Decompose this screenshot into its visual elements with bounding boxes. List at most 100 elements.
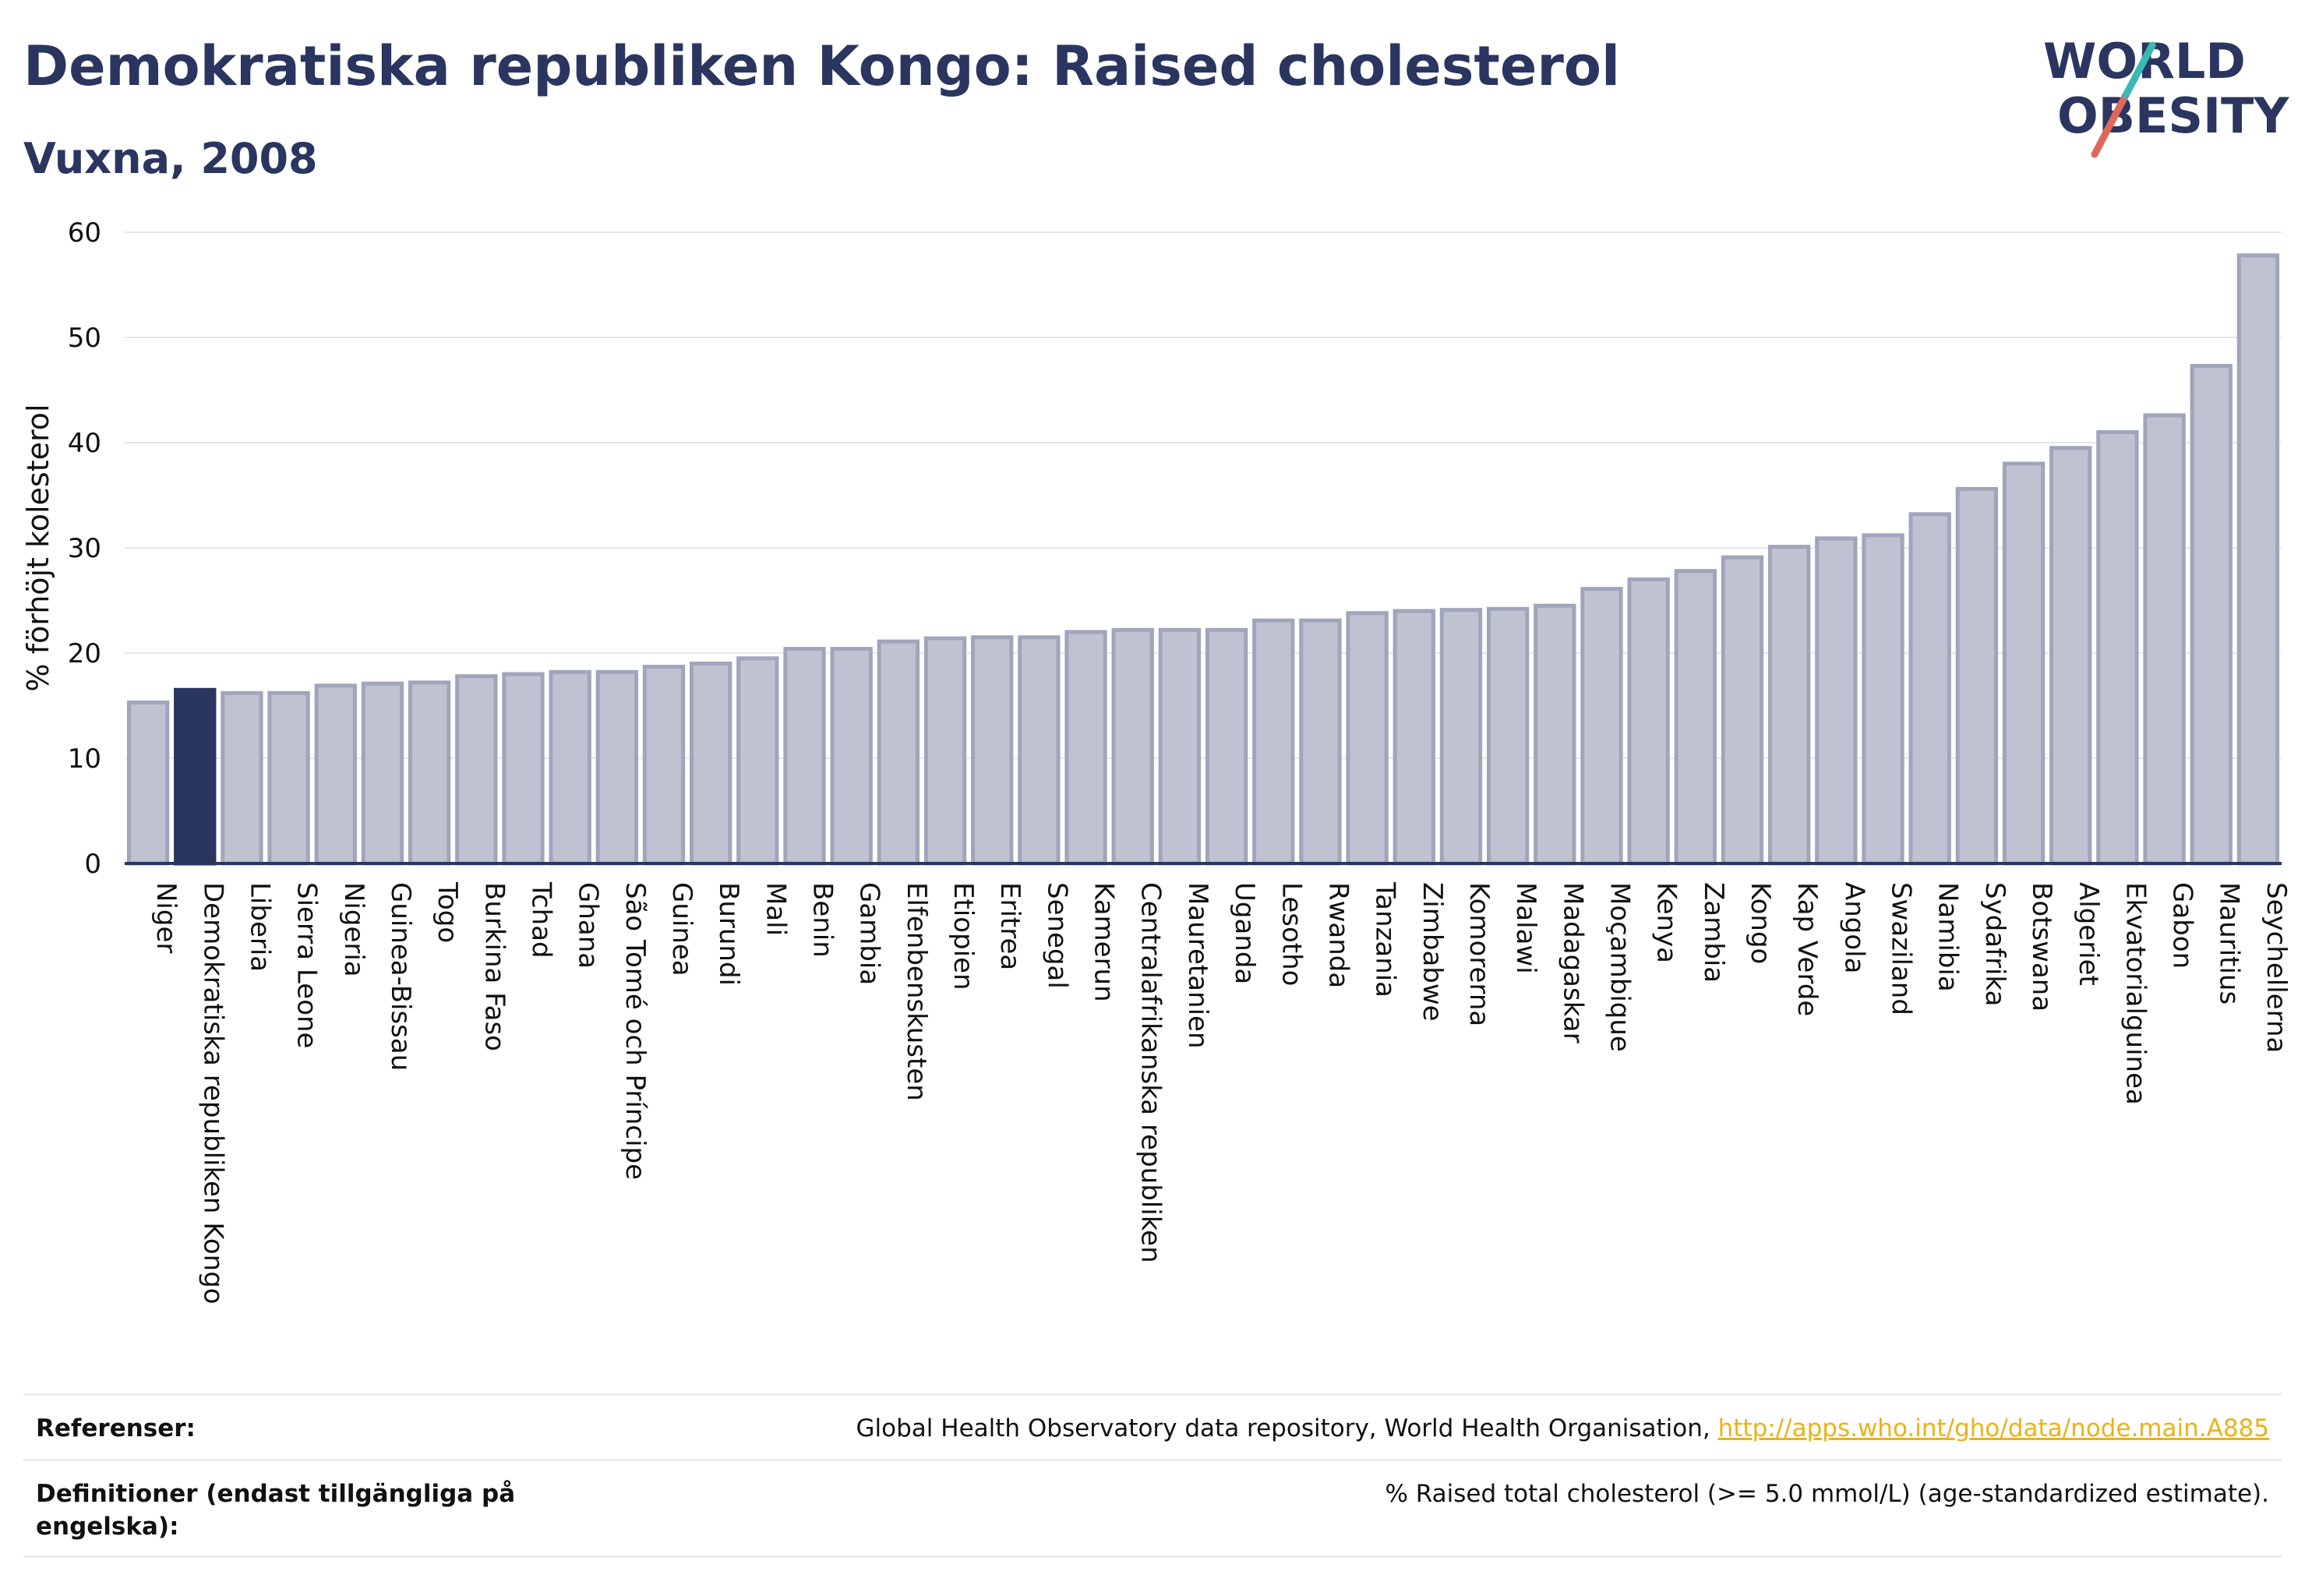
bar[interactable] [1064, 630, 1107, 866]
bar[interactable] [1627, 577, 1670, 866]
bar[interactable] [1908, 512, 1951, 866]
x-tick-label: Uganda [1229, 882, 1260, 984]
x-tick-label: Demokratiska republiken Kongo [197, 882, 228, 1305]
bar[interactable] [1439, 608, 1483, 866]
bar[interactable] [1862, 533, 1904, 866]
bar[interactable] [1346, 611, 1389, 866]
bar[interactable] [642, 665, 686, 866]
bar[interactable] [267, 690, 310, 866]
bar[interactable] [2096, 430, 2139, 866]
x-tick-label: Botswana [2026, 882, 2057, 1012]
x-tick-label: Tanzania [1370, 881, 1401, 998]
bar[interactable] [502, 672, 545, 866]
y-tick-label: 10 [68, 743, 101, 775]
x-tick-label: Burkina Faso [478, 882, 510, 1051]
bar[interactable] [2143, 413, 2186, 866]
chart-title: Demokratiska republiken Kongo: Raised ch… [23, 34, 1620, 98]
bar[interactable] [1534, 603, 1576, 866]
bar[interactable] [2002, 461, 2046, 866]
x-tick-label: Ghana [573, 882, 604, 969]
bar[interactable] [736, 656, 779, 866]
x-tick-label: Kamerun [1089, 882, 1120, 1002]
bar[interactable] [1674, 569, 1717, 866]
bar-highlighted[interactable] [174, 687, 217, 866]
bar[interactable] [2049, 446, 2092, 866]
bar[interactable] [2236, 253, 2280, 866]
y-tick-label: 0 [84, 849, 101, 880]
x-tick-label: Zimbabwe [1417, 882, 1448, 1022]
x-tick-label: Liberia [244, 882, 275, 972]
x-tick-label: Swaziland [1886, 882, 1917, 1015]
x-tick-label: Guinea-Bissau [385, 882, 416, 1071]
bar[interactable] [690, 662, 732, 866]
bar[interactable] [971, 635, 1014, 866]
bar[interactable] [1580, 587, 1623, 866]
bar[interactable] [1158, 627, 1202, 866]
definitions-label: Definitioner (endast tillgängliga på eng… [36, 1480, 516, 1541]
x-tick-label: Tchad [525, 881, 556, 959]
x-tick-label: Ekvatorialguinea [2120, 882, 2151, 1105]
bar[interactable] [361, 681, 404, 866]
y-tick-label: 60 [68, 217, 101, 249]
bar[interactable] [783, 647, 826, 866]
x-tick-label: Algeriet [2073, 882, 2104, 986]
y-tick-label: 20 [68, 638, 101, 669]
x-tick-label: Sydafrika [1979, 882, 2010, 1006]
x-tick-label: Gabon [2167, 882, 2198, 969]
x-tick-label: Kongo [1745, 882, 1776, 964]
bar[interactable] [595, 669, 638, 866]
x-tick-label: Komorerna [1463, 882, 1495, 1026]
bar[interactable] [1299, 618, 1342, 866]
x-tick-label: Mauretanien [1182, 882, 1213, 1049]
x-tick-label: Zambia [1698, 882, 1729, 983]
bar[interactable] [923, 636, 967, 866]
svg-text:OBESITY: OBESITY [2057, 87, 2289, 144]
x-tick-label: Kenya [1651, 882, 1682, 963]
definitions-value: % Raised total cholesterol (>= 5.0 mmol/… [1385, 1480, 2269, 1508]
footer-divider-middle [23, 1459, 2282, 1461]
bar[interactable] [1111, 627, 1154, 866]
bar[interactable] [2190, 363, 2233, 866]
x-tick-label: Togo [432, 881, 463, 943]
footer-divider-top [23, 1393, 2282, 1396]
x-tick-label: Niger [150, 882, 182, 953]
bar[interactable] [1205, 627, 1248, 866]
bar[interactable] [1018, 635, 1061, 866]
references-link[interactable]: http://apps.who.int/gho/data/node.main.A… [1717, 1414, 2269, 1442]
x-tick-label: Burundi [713, 882, 744, 986]
x-tick-label: Malawi [1510, 882, 1541, 974]
bar[interactable] [314, 683, 357, 866]
x-tick-label: Namibia [1933, 882, 1964, 992]
bar[interactable] [549, 669, 591, 866]
x-tick-label: Rwanda [1322, 882, 1354, 988]
x-tick-label: Guinea [666, 882, 697, 976]
y-tick-label: 40 [68, 428, 101, 459]
bar-chart: 0 10 20 30 40 50 60 % förhöjt kolesterol Niger De… [21, 217, 2292, 1305]
definitions-row: Definitioner (endast tillgängliga på eng… [23, 1478, 2282, 1555]
bar[interactable] [1393, 609, 1435, 866]
x-tick-label: Senegal [1041, 882, 1072, 989]
x-tick-label: Lesotho [1276, 882, 1307, 986]
y-tick-label: 50 [68, 323, 101, 354]
bar[interactable] [455, 674, 498, 866]
x-tick-label: Seychellerna [2261, 882, 2292, 1053]
x-tick-label: Kap Verde [1791, 882, 1823, 1016]
bar[interactable] [1252, 618, 1295, 866]
x-tick-label: Sierra Leone [291, 882, 323, 1048]
bar[interactable] [1815, 536, 1858, 866]
bar[interactable] [126, 700, 170, 866]
footer-divider-bottom [23, 1555, 2282, 1558]
bar[interactable] [1721, 555, 1764, 866]
bar[interactable] [408, 680, 451, 866]
bar[interactable] [1955, 486, 1999, 866]
x-tick-label: São Tomé och Príncipe [619, 882, 651, 1180]
bar[interactable] [221, 690, 263, 866]
x-tick-label: Mauritius [2214, 882, 2245, 1005]
x-tick-label: Gambia [854, 882, 885, 985]
x-tick-label: Elfenbenskusten [901, 882, 932, 1101]
bar[interactable] [1486, 606, 1530, 866]
bar[interactable] [830, 647, 873, 866]
bar[interactable] [877, 639, 920, 866]
bar[interactable] [1768, 545, 1811, 866]
references-value: Global Health Observatory data repositor… [856, 1412, 2269, 1445]
